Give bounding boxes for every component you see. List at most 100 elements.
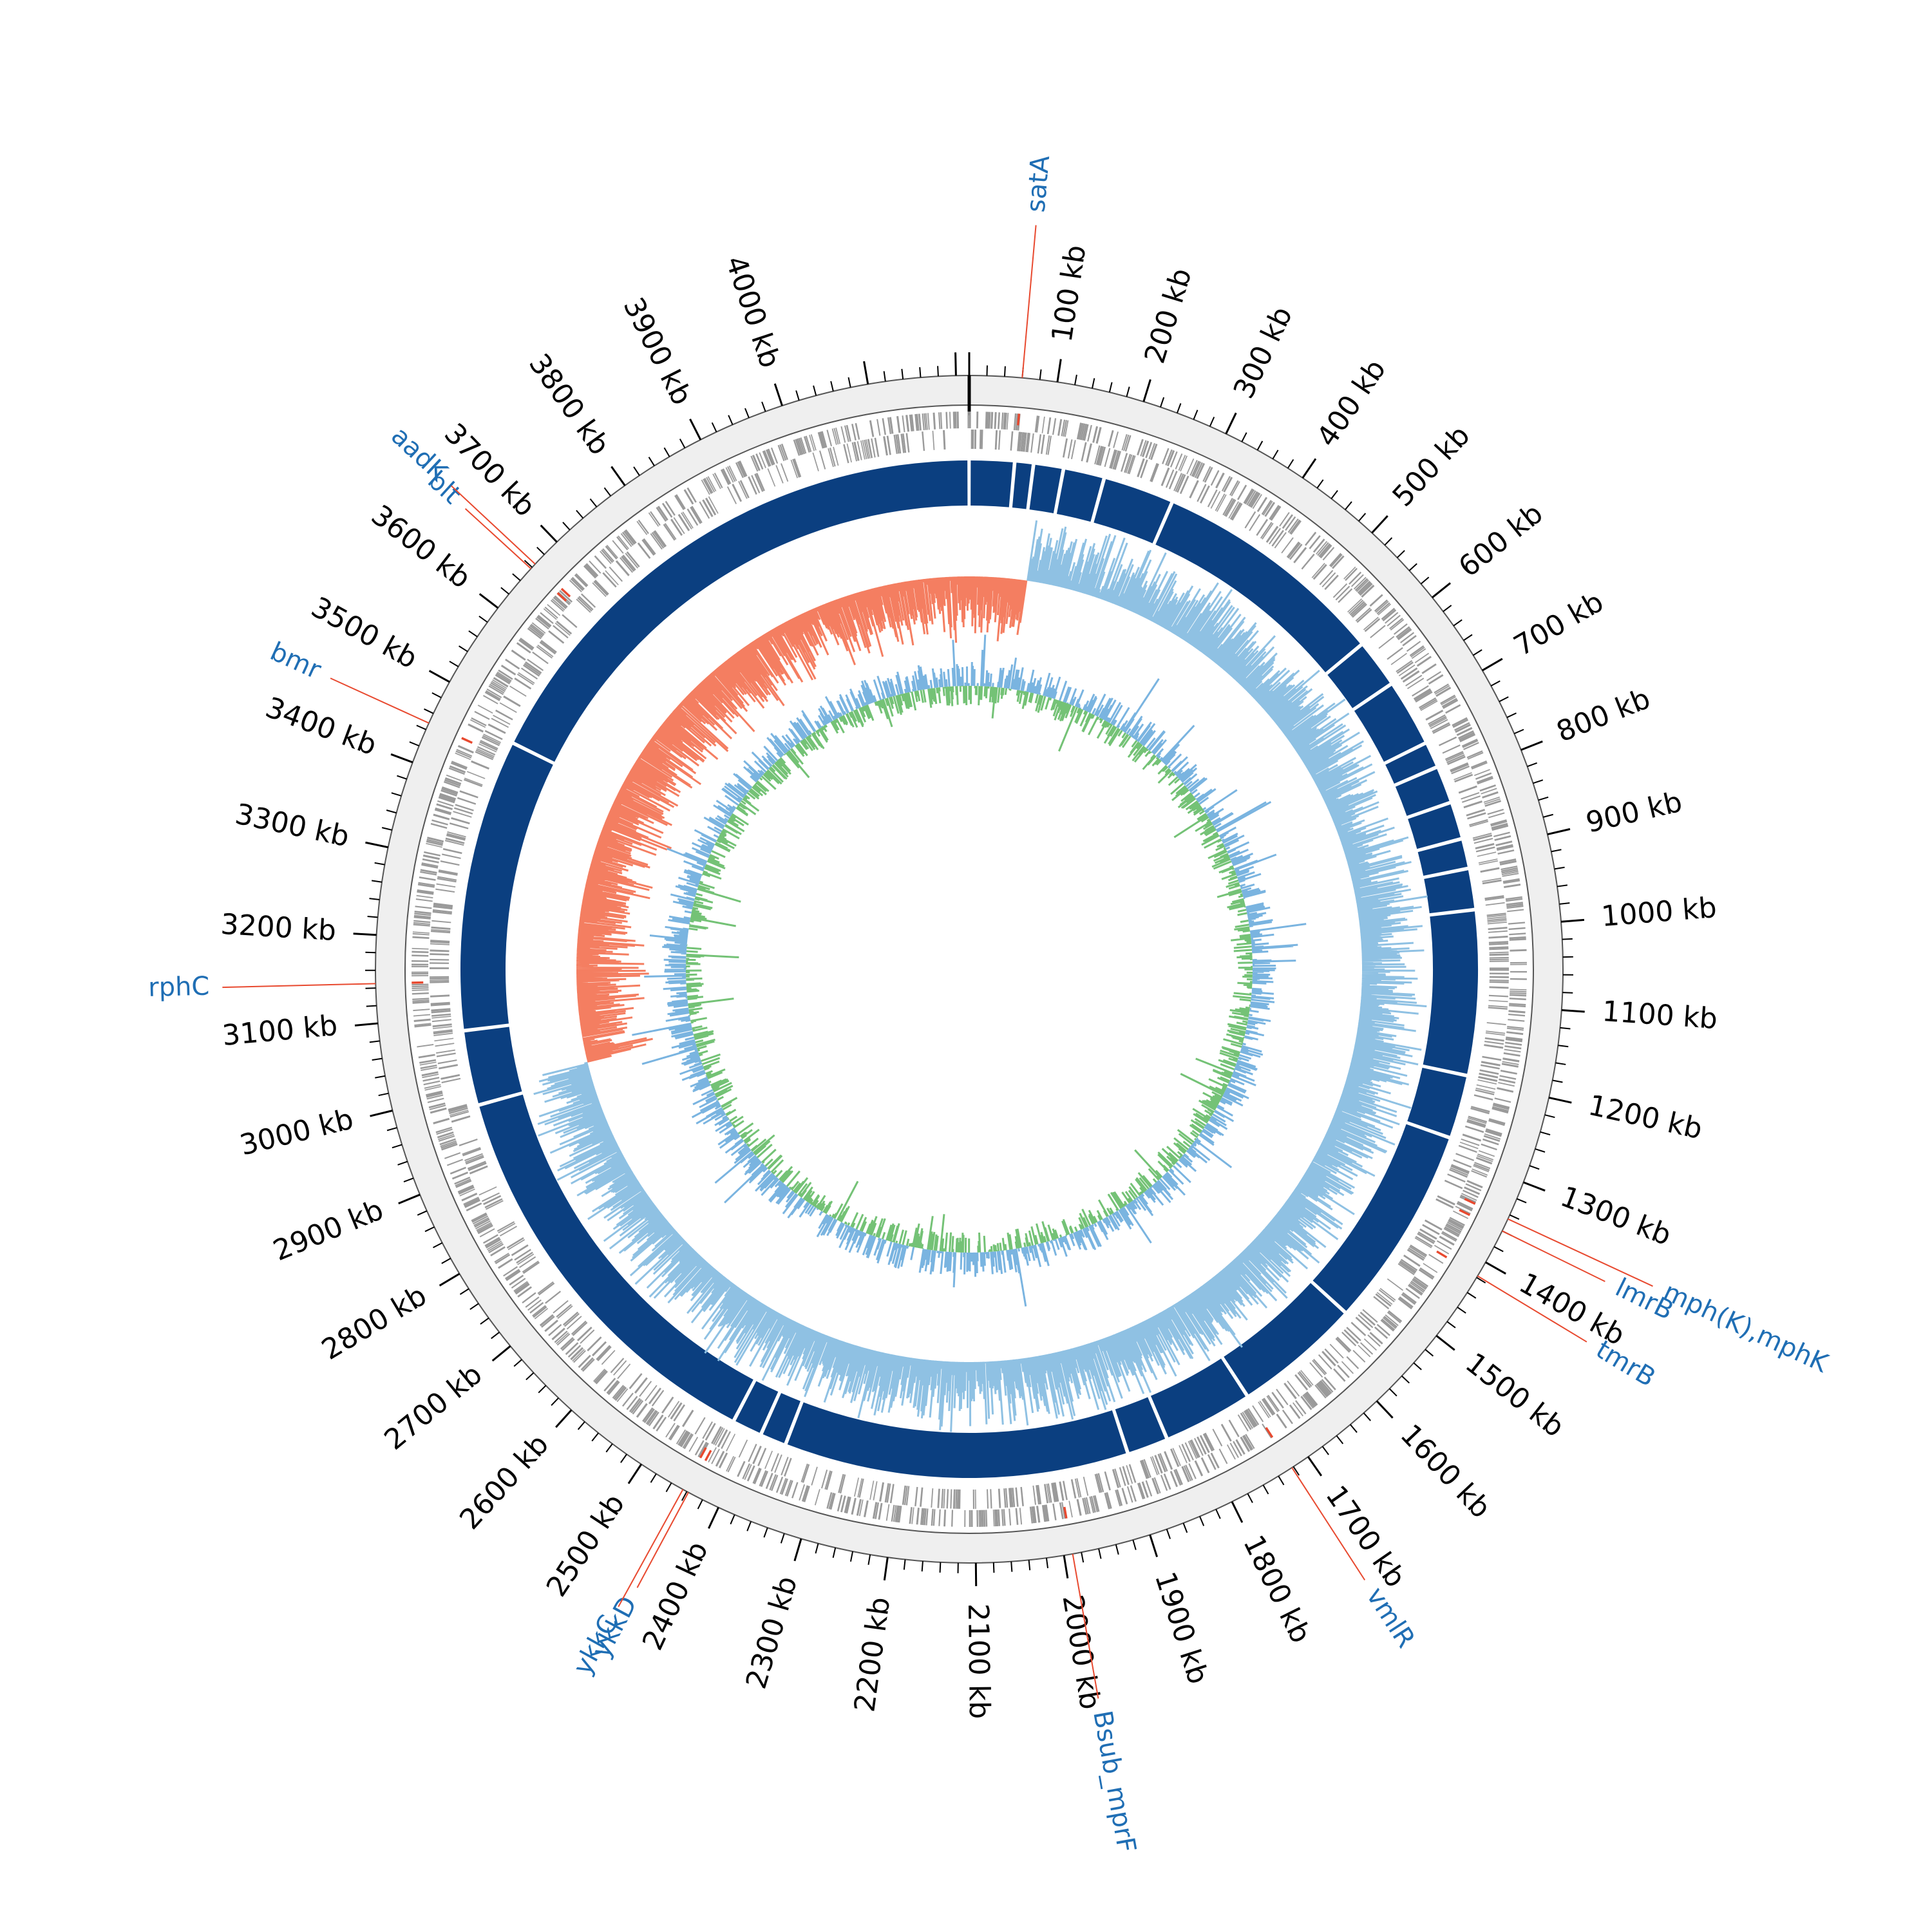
gene-feature [1210, 491, 1221, 509]
gene-feature [1175, 1468, 1183, 1485]
contig-segment [1327, 646, 1390, 708]
gene-feature [488, 1243, 504, 1254]
gene-feature [1341, 1361, 1354, 1374]
gene-feature [1157, 1454, 1166, 1473]
minor-tick [1425, 1349, 1434, 1357]
gene-feature [1001, 412, 1004, 430]
gene-feature [1453, 1159, 1472, 1168]
minor-tick [665, 1482, 672, 1492]
gene-feature [476, 748, 495, 757]
gene-feature [694, 1440, 705, 1456]
gene-feature [412, 1001, 430, 1004]
gene-feature [1479, 1072, 1499, 1079]
gene-feature [656, 1416, 667, 1432]
gene-feature [519, 638, 535, 649]
gene-feature [1484, 895, 1504, 900]
gene-feature [436, 1052, 456, 1057]
gene-feature [630, 1399, 642, 1414]
tick-label: 2300 kb [740, 1573, 804, 1692]
gene-feature [1300, 1396, 1312, 1410]
gene-feature [750, 455, 759, 472]
gene-feature [1401, 1293, 1416, 1305]
gene-feature [498, 669, 513, 680]
contig-segment [479, 1094, 753, 1420]
gene-feature [1409, 1245, 1426, 1258]
gene-feature [437, 1132, 454, 1139]
gene-feature [1074, 1478, 1080, 1498]
gene-feature [1106, 1492, 1112, 1509]
gene-feature [448, 767, 465, 775]
gene-feature [430, 958, 450, 961]
gene-feature [1412, 685, 1429, 697]
gene-feature [974, 430, 977, 450]
major-tick [390, 753, 413, 764]
gene-feature [1115, 1490, 1121, 1507]
gene-feature [522, 664, 540, 677]
gene-feature [1489, 972, 1509, 975]
gene-feature [499, 702, 517, 713]
gene-feature [777, 444, 785, 462]
gene-feature [616, 1388, 629, 1403]
gene-feature [1119, 1467, 1126, 1486]
gene-feature [1247, 1408, 1260, 1426]
gene-feature [1398, 1262, 1416, 1274]
gene-feature [422, 854, 440, 860]
gene-feature [1461, 795, 1481, 803]
gene-feature [1289, 1404, 1301, 1419]
gene-feature [1473, 834, 1493, 841]
gene-feature [562, 614, 578, 629]
tick-label: 2600 kb [453, 1428, 555, 1536]
minor-tick [1176, 403, 1182, 413]
gene-feature [762, 450, 771, 467]
gene-feature [998, 1488, 1001, 1508]
gene-feature [1382, 609, 1397, 621]
gene-feature [1262, 522, 1274, 540]
tick-label: 2200 kb [848, 1595, 896, 1714]
gene-feature [539, 641, 556, 655]
gene-feature [1446, 1221, 1463, 1231]
gene-feature [1415, 691, 1433, 703]
gene-feature [420, 1065, 437, 1070]
gene-feature [431, 819, 448, 826]
gene-feature [1464, 1125, 1484, 1133]
gene-feature [1464, 1186, 1481, 1195]
gene-feature [1414, 690, 1432, 701]
gene-feature [1417, 1231, 1435, 1243]
gene-feature [1402, 1292, 1417, 1304]
gene-feature [606, 1379, 619, 1394]
major-tick [1302, 458, 1317, 478]
minor-tick [832, 1548, 837, 1558]
gene-feature [1504, 1045, 1522, 1050]
gene-feature [1151, 1477, 1159, 1495]
gene-feature [507, 1239, 526, 1251]
gene-feature [690, 506, 702, 524]
gene-feature [1229, 480, 1239, 496]
gene-feature [1057, 419, 1063, 436]
gene-feature [1141, 1481, 1149, 1498]
gene-feature [867, 439, 873, 459]
gene-feature [471, 1213, 488, 1223]
gene-feature [964, 1510, 966, 1527]
gene-feature [755, 453, 764, 470]
minor-tick [459, 1288, 469, 1295]
gene-label-leader [636, 1492, 689, 1588]
gene-feature [554, 622, 571, 636]
gene-feature [1488, 1007, 1508, 1010]
gene-feature [1012, 1488, 1016, 1508]
gene-feature [886, 1504, 890, 1521]
minor-tick [478, 615, 488, 623]
gene-feature [1289, 544, 1303, 560]
gene-feature [821, 431, 828, 448]
gene-feature [1480, 867, 1500, 873]
gene-feature [738, 1439, 748, 1458]
gene-feature [426, 842, 442, 848]
gene-feature [1358, 1314, 1374, 1329]
gene-feature [1237, 484, 1247, 500]
gene-feature [416, 895, 433, 898]
gene-feature [458, 1186, 475, 1195]
gene-feature [779, 444, 787, 461]
minor-tick [1490, 680, 1501, 687]
contig-segment [1115, 1397, 1166, 1452]
gene-feature [446, 834, 466, 841]
gene-feature [826, 1470, 833, 1490]
